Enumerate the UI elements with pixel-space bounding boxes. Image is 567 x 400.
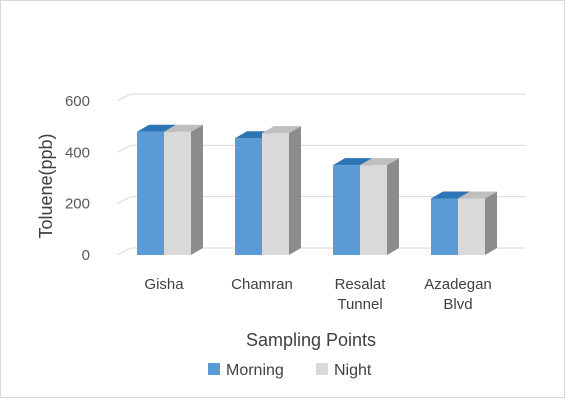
bar-top (458, 191, 497, 199)
bar-front (137, 131, 164, 255)
bar-side (485, 191, 497, 255)
bar-night-1 (262, 126, 301, 255)
y-axis-ticks: 0 200 400 600 (65, 93, 90, 264)
y-tick-label: 200 (65, 196, 90, 213)
bar-top (164, 124, 203, 132)
bar-side (387, 158, 399, 255)
bar-top (431, 191, 470, 199)
bar-front (164, 131, 191, 255)
bar-side (289, 126, 301, 255)
y-tick-label: 400 (65, 144, 90, 161)
y-axis-title: Toluene(ppb) (36, 133, 56, 238)
bar-night-0 (164, 124, 203, 255)
x-axis-title: Sampling Points (246, 330, 376, 350)
x-axis-categories: Gisha Chamran Resalat Tunnel Azadegan Blvd (144, 276, 491, 313)
legend-label-morning: Morning (226, 362, 284, 379)
bar-night-2 (360, 158, 399, 255)
bar-top (262, 126, 301, 134)
y-tick-label: 0 (82, 247, 90, 264)
legend-label-night: Night (334, 362, 372, 379)
bar-side (191, 124, 203, 255)
x-category-label: Azadegan Blvd (424, 276, 492, 313)
x-category-label: Resalat Tunnel (335, 276, 387, 313)
bar-top (333, 158, 372, 166)
legend-swatch-morning (208, 363, 220, 375)
bar-top (137, 124, 176, 132)
bar-front (235, 138, 262, 255)
bar-front (360, 165, 387, 255)
legend: Morning Night (208, 362, 372, 379)
legend-swatch-night (316, 363, 328, 375)
bars (137, 124, 497, 255)
gridline (116, 144, 526, 153)
x-category-label: Chamran (231, 276, 293, 293)
bar-top (360, 158, 399, 166)
bar-front (458, 198, 485, 255)
x-category-label: Gisha (144, 276, 184, 293)
bar-front (431, 198, 458, 255)
bar-night-3 (458, 191, 497, 255)
gridline (116, 93, 526, 102)
bar-front (333, 165, 360, 255)
bar-front (262, 133, 289, 255)
y-tick-label: 600 (65, 93, 90, 110)
